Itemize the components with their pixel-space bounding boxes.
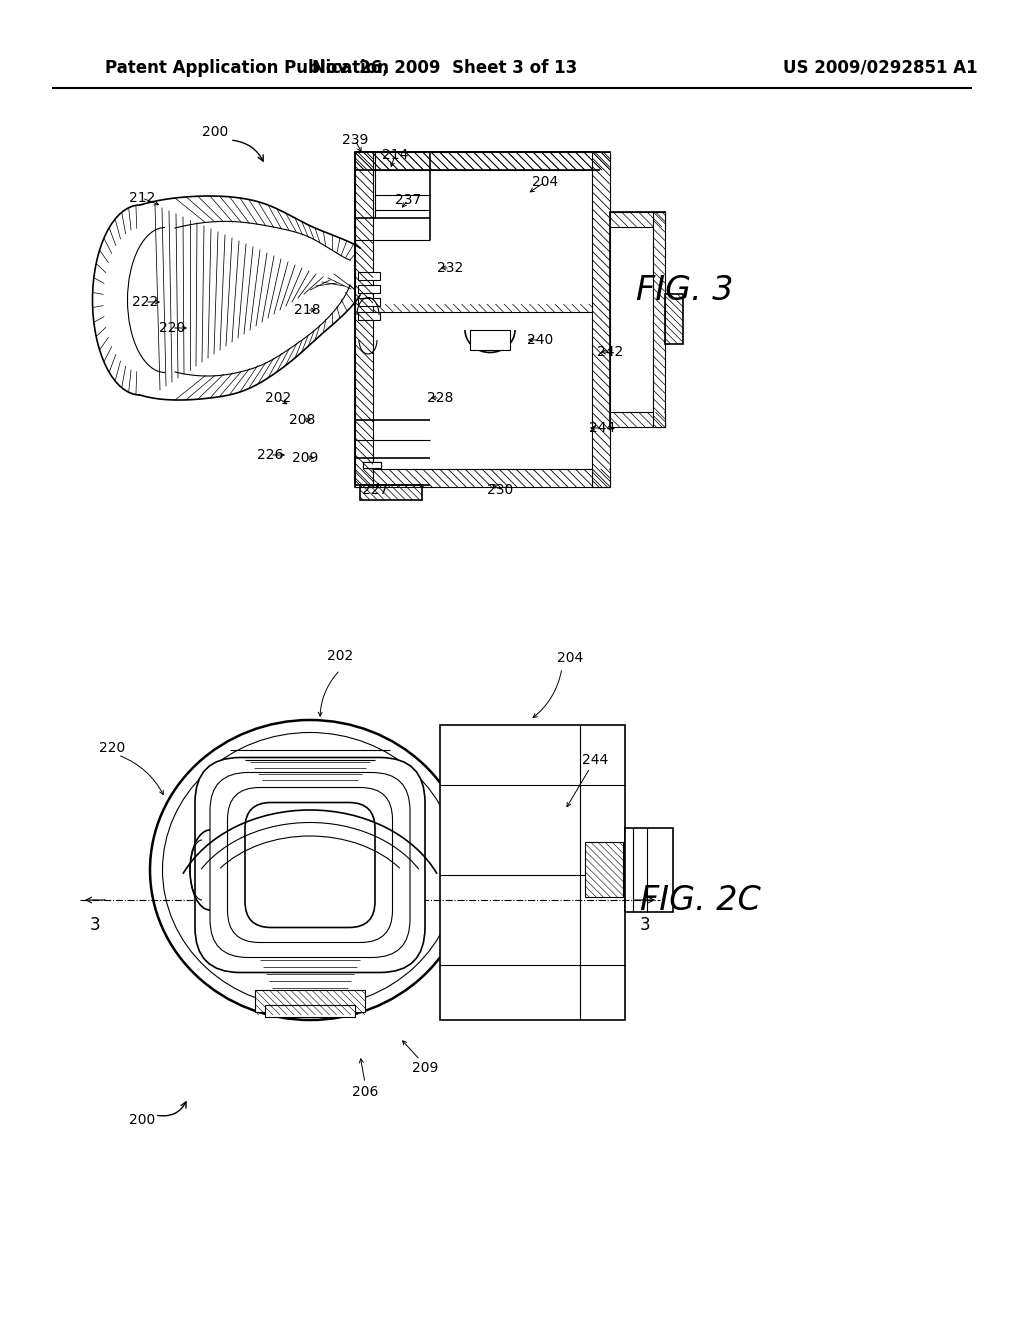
Text: 204: 204 [557, 651, 583, 665]
Text: Patent Application Publication: Patent Application Publication [105, 59, 389, 77]
Text: 209: 209 [412, 1061, 438, 1074]
Bar [355, 152, 610, 170]
Bar [625, 828, 673, 912]
Text: 244: 244 [582, 752, 608, 767]
Text: FIG. 3: FIG. 3 [636, 273, 734, 306]
Text: 212: 212 [129, 191, 156, 205]
Text: 230: 230 [486, 483, 513, 498]
Text: 237: 237 [395, 193, 421, 207]
Text: 204: 204 [531, 176, 558, 189]
Bar [358, 272, 380, 280]
Text: 208: 208 [289, 413, 315, 426]
FancyBboxPatch shape [210, 772, 410, 957]
Text: 200: 200 [129, 1113, 155, 1127]
Text: US 2009/0292851 A1: US 2009/0292851 A1 [782, 59, 977, 77]
Text: 3: 3 [640, 916, 650, 935]
FancyBboxPatch shape [245, 803, 375, 928]
Bar [265, 1005, 355, 1016]
Bar [355, 469, 610, 487]
Bar [255, 990, 365, 1012]
Text: 220: 220 [99, 741, 125, 755]
Text: 202: 202 [265, 391, 291, 405]
Text: 222: 222 [132, 294, 158, 309]
Bar [470, 330, 510, 350]
Text: 218: 218 [294, 304, 321, 317]
Text: 232: 232 [437, 261, 463, 275]
Bar [355, 152, 373, 487]
Bar [355, 152, 610, 487]
Text: 227: 227 [361, 483, 388, 498]
Bar [440, 725, 625, 1020]
Text: 202: 202 [327, 649, 353, 663]
Text: FIG. 2C: FIG. 2C [640, 883, 761, 916]
Bar [610, 213, 665, 426]
FancyBboxPatch shape [227, 788, 392, 942]
Text: Nov. 26, 2009  Sheet 3 of 13: Nov. 26, 2009 Sheet 3 of 13 [312, 59, 578, 77]
Bar [653, 213, 665, 426]
Text: 239: 239 [342, 133, 369, 147]
Text: 242: 242 [597, 345, 624, 359]
Bar [360, 484, 422, 500]
Ellipse shape [150, 719, 470, 1020]
Text: 226: 226 [257, 447, 284, 462]
Bar [362, 462, 381, 469]
Bar [592, 152, 610, 487]
Text: 206: 206 [352, 1085, 378, 1100]
Bar [362, 462, 381, 469]
Bar [610, 213, 665, 227]
Bar [610, 412, 665, 426]
Bar [585, 842, 623, 898]
Bar [362, 462, 381, 469]
Text: 209: 209 [292, 451, 318, 465]
Text: 228: 228 [427, 391, 454, 405]
FancyBboxPatch shape [195, 758, 425, 973]
Text: 240: 240 [527, 333, 553, 347]
Text: 220: 220 [159, 321, 185, 335]
Text: 244: 244 [589, 421, 615, 436]
Bar [358, 298, 380, 306]
Bar [665, 294, 683, 345]
Text: 214: 214 [382, 148, 409, 162]
Bar [358, 312, 380, 319]
Text: 200: 200 [202, 125, 228, 139]
Ellipse shape [163, 733, 458, 1007]
Text: 3: 3 [90, 916, 100, 935]
Bar [358, 285, 380, 293]
